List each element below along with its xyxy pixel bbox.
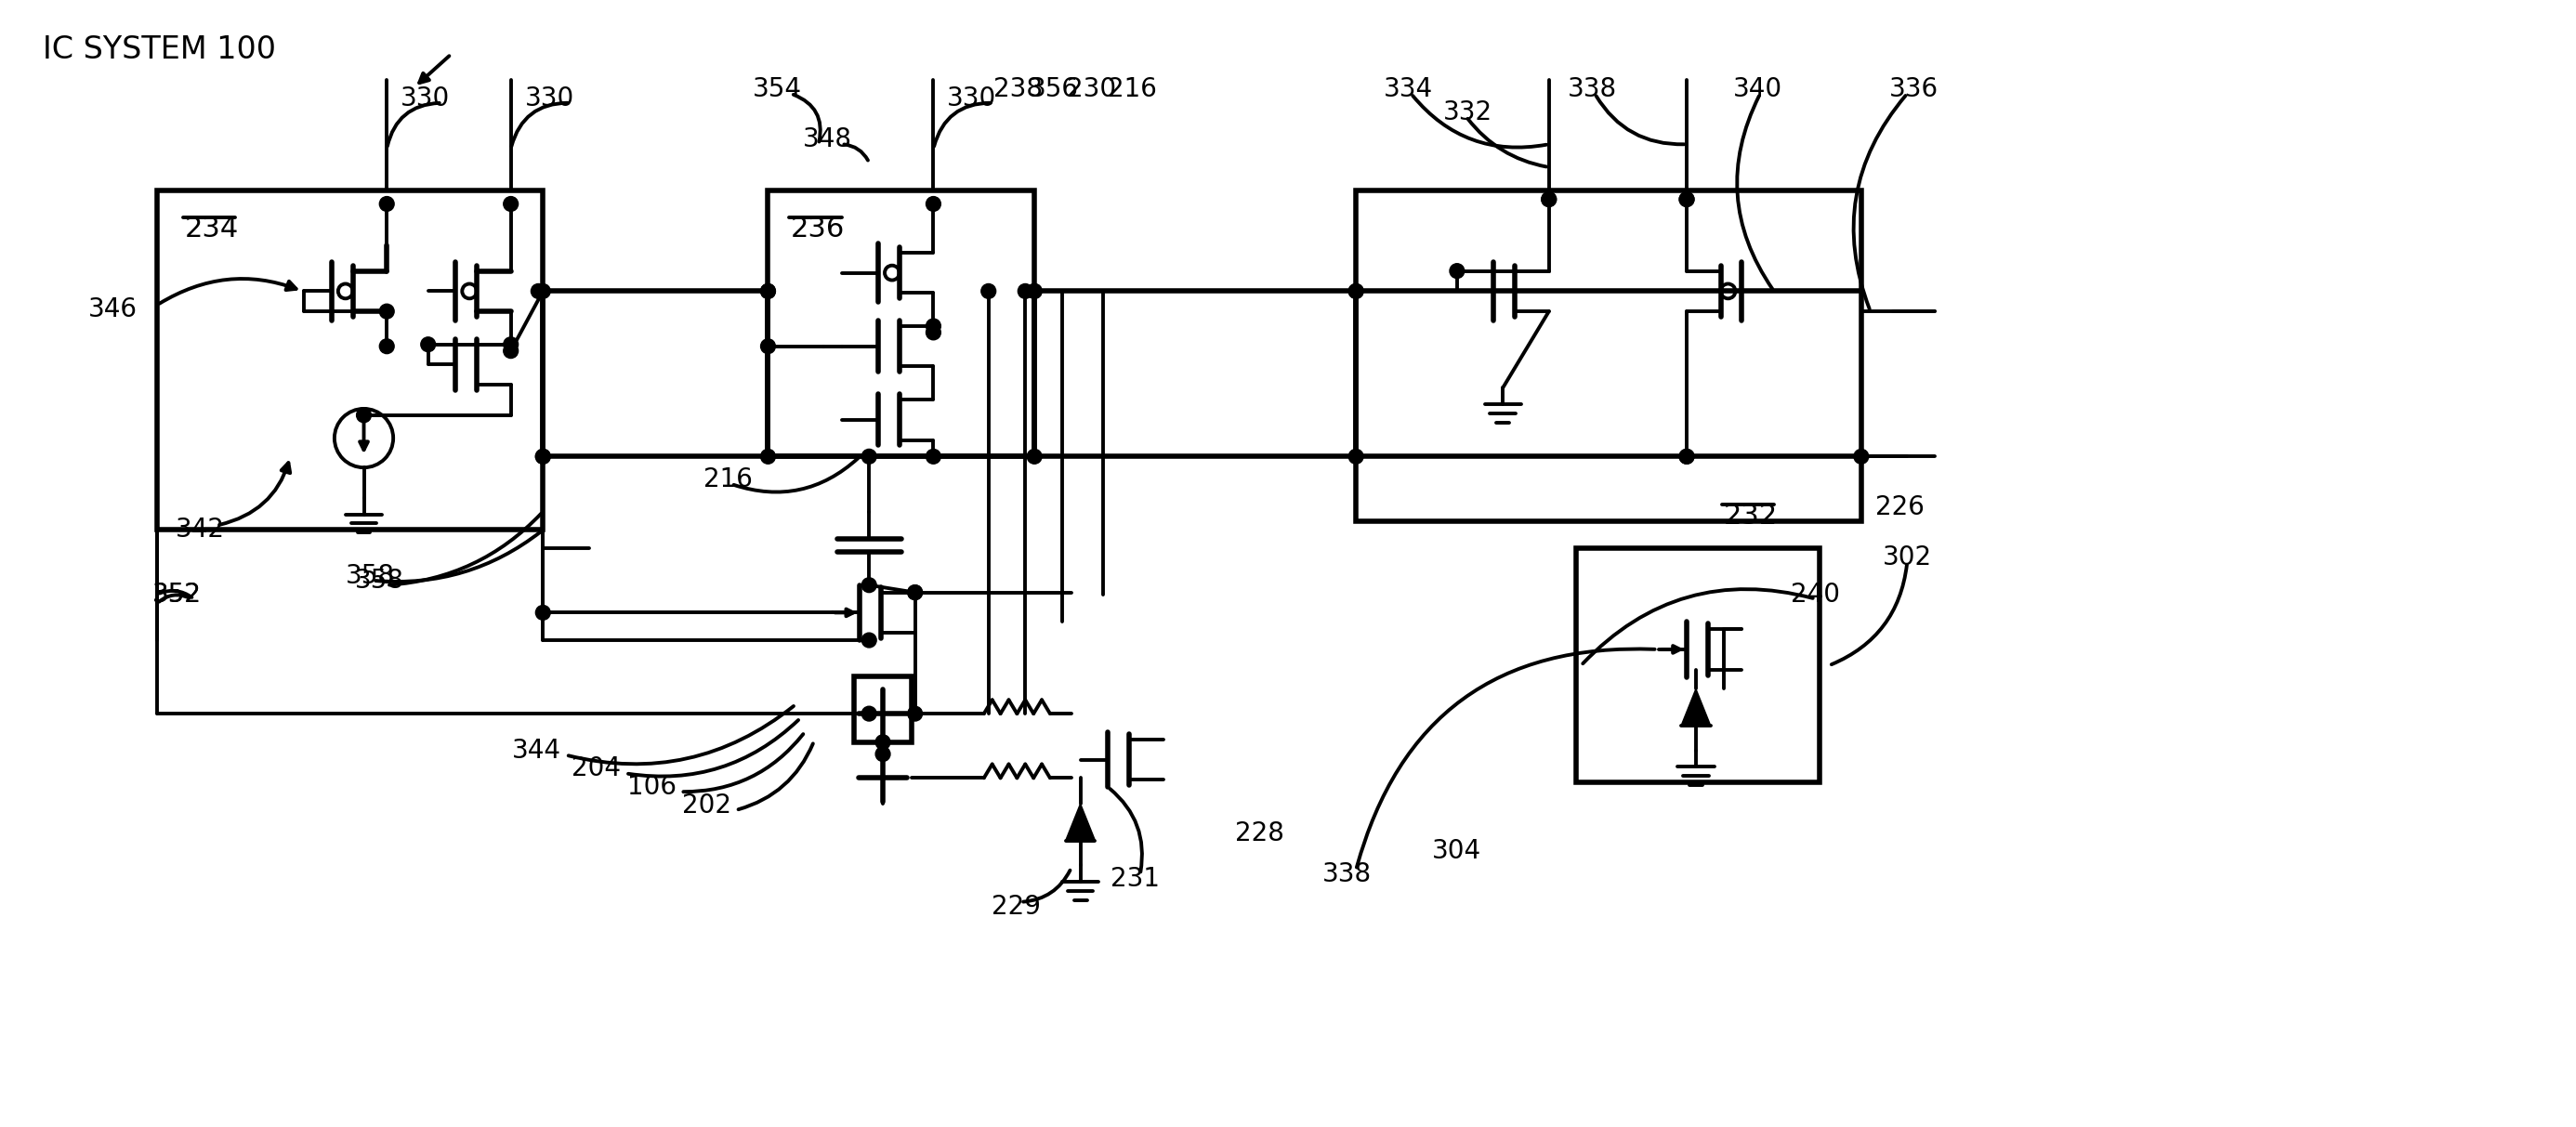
Text: 352: 352	[152, 582, 201, 607]
Text: 236: 236	[791, 216, 845, 242]
Circle shape	[1855, 450, 1868, 464]
Text: 238: 238	[994, 77, 1043, 103]
Circle shape	[1350, 450, 1363, 464]
Circle shape	[502, 337, 518, 352]
Circle shape	[536, 284, 551, 299]
Circle shape	[536, 450, 551, 464]
Circle shape	[907, 707, 922, 721]
Circle shape	[1450, 264, 1463, 278]
Text: 340: 340	[1734, 77, 1783, 103]
Circle shape	[863, 578, 876, 593]
Text: 304: 304	[1432, 838, 1481, 864]
Polygon shape	[1682, 689, 1710, 726]
Circle shape	[760, 450, 775, 464]
Text: 358: 358	[355, 568, 404, 594]
Text: 348: 348	[804, 126, 853, 152]
Circle shape	[981, 284, 997, 299]
Text: 202: 202	[683, 792, 732, 818]
Text: 354: 354	[752, 77, 801, 103]
Polygon shape	[1066, 804, 1095, 841]
Bar	[1355, 190, 1862, 521]
Text: 336: 336	[1888, 77, 1937, 103]
Circle shape	[1680, 450, 1695, 464]
Text: 344: 344	[513, 737, 562, 763]
Text: 358: 358	[345, 562, 394, 589]
Circle shape	[502, 344, 518, 358]
Text: 338: 338	[1566, 77, 1618, 103]
Circle shape	[1680, 450, 1695, 464]
Text: 231: 231	[1110, 866, 1159, 891]
Circle shape	[925, 450, 940, 464]
Circle shape	[907, 585, 922, 600]
Circle shape	[863, 633, 876, 648]
Circle shape	[1028, 284, 1041, 299]
Circle shape	[1350, 284, 1363, 299]
Text: 346: 346	[88, 296, 137, 322]
Circle shape	[1028, 284, 1041, 299]
Circle shape	[876, 747, 891, 762]
Text: 356: 356	[1030, 77, 1079, 103]
Text: 302: 302	[1883, 544, 1932, 570]
Circle shape	[355, 408, 371, 423]
Circle shape	[536, 605, 551, 620]
Circle shape	[420, 337, 435, 352]
Text: 334: 334	[1383, 77, 1432, 103]
Text: 216: 216	[703, 467, 752, 492]
Circle shape	[1540, 192, 1556, 206]
Circle shape	[536, 450, 551, 464]
Circle shape	[1028, 450, 1041, 464]
Text: 216: 216	[1108, 77, 1157, 103]
Circle shape	[1540, 192, 1556, 206]
Circle shape	[760, 339, 775, 354]
Circle shape	[379, 304, 394, 319]
Text: 204: 204	[572, 756, 621, 782]
Bar	[1577, 549, 1819, 782]
Text: 229: 229	[992, 894, 1041, 920]
Circle shape	[760, 284, 775, 299]
Circle shape	[1018, 284, 1033, 299]
Circle shape	[925, 196, 940, 211]
Text: 330: 330	[526, 86, 574, 112]
Text: 338: 338	[1321, 861, 1370, 887]
Text: 332: 332	[1443, 99, 1492, 125]
Circle shape	[502, 196, 518, 211]
Circle shape	[760, 284, 775, 299]
Circle shape	[379, 339, 394, 354]
Text: 342: 342	[175, 517, 224, 543]
Bar	[768, 190, 1036, 456]
Circle shape	[1680, 192, 1695, 206]
Bar	[157, 190, 544, 530]
Circle shape	[863, 707, 876, 721]
Circle shape	[876, 735, 891, 749]
Text: 352: 352	[152, 582, 201, 607]
Circle shape	[925, 319, 940, 334]
Text: 234: 234	[185, 216, 240, 242]
Text: 228: 228	[1234, 820, 1283, 846]
Bar	[855, 676, 912, 743]
Circle shape	[1680, 192, 1695, 206]
Text: 240: 240	[1790, 582, 1839, 607]
Text: 330: 330	[402, 86, 451, 112]
Circle shape	[925, 326, 940, 340]
Text: 226: 226	[1875, 494, 1924, 520]
Text: 106: 106	[626, 774, 675, 800]
Circle shape	[531, 284, 546, 299]
Circle shape	[1350, 284, 1363, 299]
Text: IC SYSTEM 100: IC SYSTEM 100	[41, 34, 276, 64]
Text: 230: 230	[1066, 77, 1115, 103]
Circle shape	[907, 585, 922, 600]
Circle shape	[379, 196, 394, 211]
Text: 330: 330	[948, 86, 997, 112]
Text: 232: 232	[1723, 503, 1777, 530]
Circle shape	[863, 450, 876, 464]
